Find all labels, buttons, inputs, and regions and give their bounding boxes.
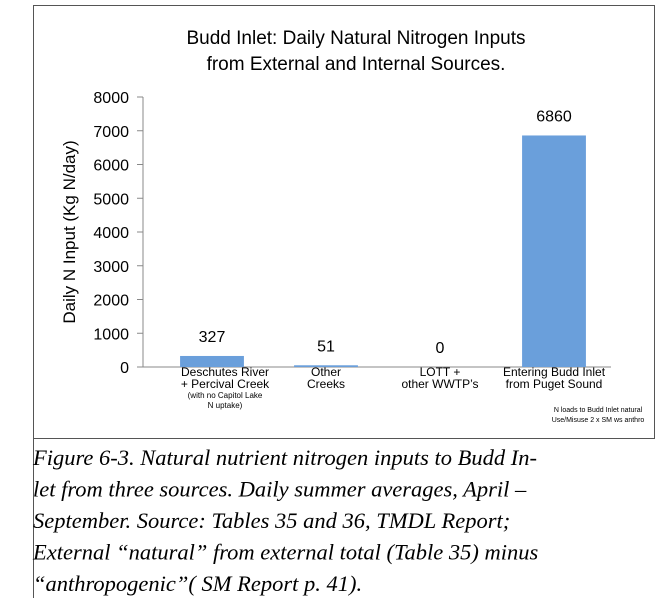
bar: [180, 355, 244, 367]
y-tick-label: 7000: [93, 124, 129, 141]
caption: Figure 6-3. Natural nutrient nitrogen in…: [32, 445, 538, 596]
value-label: 51: [317, 338, 335, 355]
x-tick-label: + Percival Creek: [181, 377, 270, 391]
chart-title: from External and Internal Sources.: [207, 54, 506, 75]
caption-line: External “natural” from external total (…: [32, 540, 538, 565]
x-tick-label: Creeks: [307, 377, 345, 391]
x-tick-label: LOTT +: [420, 365, 461, 379]
annotation: Use/Misuse 2 x SM ws anthro: [552, 417, 645, 424]
y-tick-label: 3000: [93, 259, 129, 276]
caption-line: let from three sources. Daily summer ave…: [33, 477, 527, 502]
caption-line: September. Source: Tables 35 and 36, TMD…: [33, 508, 510, 533]
chart-title: Budd Inlet: Daily Natural Nitrogen Input…: [186, 28, 525, 49]
y-tick-label: 8000: [93, 90, 129, 107]
x-tick-label: Deschutes River: [181, 365, 269, 379]
bar: [294, 365, 358, 367]
y-tick-label: 2000: [93, 293, 129, 310]
caption-line: Figure 6-3. Natural nutrient nitrogen in…: [32, 445, 537, 470]
x-tick-label: from Puget Sound: [506, 377, 603, 391]
x-tick-label: Entering Budd Inlet: [503, 365, 606, 379]
category-note: (with no Capitol Lake: [188, 391, 263, 400]
category-note: N uptake): [208, 401, 243, 410]
x-tick-label: other WWTP’s: [401, 377, 478, 391]
y-axis-label: Daily N Input (Kg N/day): [60, 140, 79, 323]
annotation: N loads to Budd Inlet natural: [554, 407, 643, 414]
value-label: 327: [199, 329, 226, 346]
caption-line: “anthropogenic”( SM Report p. 41).: [33, 571, 362, 596]
bar: [522, 135, 586, 367]
value-label: 0: [436, 340, 445, 357]
x-tick-label: Other: [311, 365, 341, 379]
y-tick-label: 0: [120, 360, 129, 377]
value-label: 6860: [536, 108, 572, 125]
y-tick-label: 4000: [93, 225, 129, 242]
y-tick-label: 1000: [93, 326, 129, 343]
y-tick-label: 6000: [93, 158, 129, 175]
y-tick-label: 5000: [93, 191, 129, 208]
chart-frame: [33, 5, 655, 439]
